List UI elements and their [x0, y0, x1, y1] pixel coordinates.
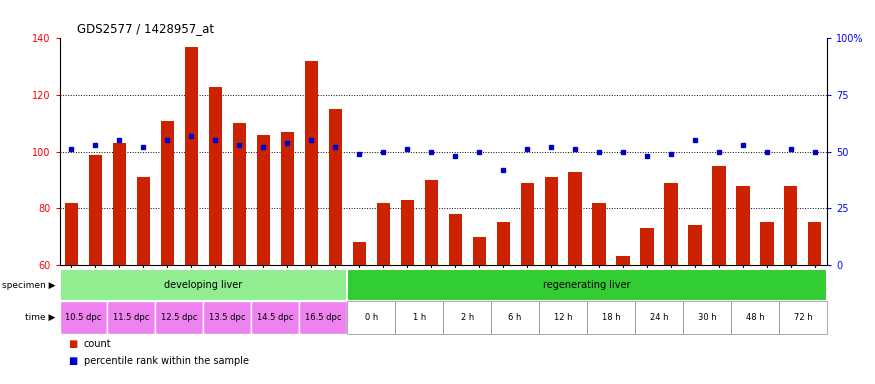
Bar [473, 237, 486, 265]
Bar [89, 154, 102, 265]
Text: 1 h: 1 h [413, 313, 426, 322]
Bar [376, 203, 390, 265]
Bar [209, 86, 222, 265]
Bar [496, 222, 510, 265]
Bar [347, 301, 396, 334]
Text: 11.5 dpc: 11.5 dpc [113, 313, 150, 322]
Bar [664, 183, 677, 265]
Text: 6 h: 6 h [508, 313, 522, 322]
Bar [640, 228, 654, 265]
Bar [808, 222, 822, 265]
Bar [587, 301, 635, 334]
Bar [539, 301, 587, 334]
Text: 30 h: 30 h [697, 313, 717, 322]
Bar [60, 269, 347, 301]
Bar [185, 47, 198, 265]
Bar [760, 222, 774, 265]
Text: 72 h: 72 h [794, 313, 812, 322]
Bar [592, 203, 605, 265]
Bar [712, 166, 725, 265]
Bar [299, 301, 347, 334]
Bar [396, 301, 443, 334]
Bar [353, 242, 366, 265]
Bar [233, 123, 246, 265]
Text: regenerating liver: regenerating liver [543, 280, 631, 290]
Text: 13.5 dpc: 13.5 dpc [209, 313, 246, 322]
Bar [161, 121, 174, 265]
Text: GDS2577 / 1428957_at: GDS2577 / 1428957_at [77, 22, 214, 35]
Bar [635, 301, 683, 334]
Bar [256, 135, 270, 265]
Text: 18 h: 18 h [602, 313, 620, 322]
Bar [347, 269, 827, 301]
Bar [449, 214, 462, 265]
Text: 24 h: 24 h [650, 313, 668, 322]
Bar [60, 301, 108, 334]
Bar [731, 301, 779, 334]
Bar [113, 143, 126, 265]
Text: 14.5 dpc: 14.5 dpc [257, 313, 293, 322]
Bar [544, 177, 557, 265]
Bar [65, 203, 78, 265]
Bar [281, 132, 294, 265]
Text: time ▶: time ▶ [24, 313, 55, 322]
Bar [569, 172, 582, 265]
Text: 16.5 dpc: 16.5 dpc [305, 313, 341, 322]
Text: 12.5 dpc: 12.5 dpc [161, 313, 198, 322]
Bar [779, 301, 827, 334]
Text: ■: ■ [68, 356, 78, 366]
Bar [251, 301, 299, 334]
Bar [443, 301, 491, 334]
Bar [329, 109, 342, 265]
Bar [136, 177, 150, 265]
Bar [617, 257, 630, 265]
Bar [401, 200, 414, 265]
Text: percentile rank within the sample: percentile rank within the sample [84, 356, 249, 366]
Text: ■: ■ [68, 339, 78, 349]
Bar [304, 61, 318, 265]
Text: developing liver: developing liver [164, 280, 242, 290]
Bar [683, 301, 731, 334]
Text: 48 h: 48 h [746, 313, 764, 322]
Bar [491, 301, 539, 334]
Bar [521, 183, 534, 265]
Text: count: count [84, 339, 112, 349]
Bar [203, 301, 251, 334]
Text: 2 h: 2 h [460, 313, 473, 322]
Text: 12 h: 12 h [554, 313, 572, 322]
Text: specimen ▶: specimen ▶ [2, 281, 55, 290]
Bar [108, 301, 156, 334]
Text: 10.5 dpc: 10.5 dpc [66, 313, 102, 322]
Bar [737, 186, 750, 265]
Bar [156, 301, 203, 334]
Bar [784, 186, 797, 265]
Bar [424, 180, 438, 265]
Bar [689, 225, 702, 265]
Text: 0 h: 0 h [365, 313, 378, 322]
